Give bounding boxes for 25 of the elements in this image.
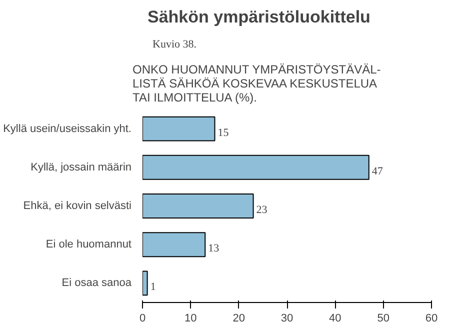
y-tick-label: Ei ole huomannut bbox=[46, 238, 132, 251]
data-label: 47 bbox=[372, 165, 384, 178]
chart-title: Sähkön ympäristöluokittelu bbox=[148, 8, 370, 26]
bar bbox=[142, 154, 370, 180]
y-tick-label: Ei osaa sanoa bbox=[62, 277, 132, 290]
data-label: 15 bbox=[218, 126, 230, 139]
x-tick-label: 30 bbox=[280, 312, 294, 324]
data-label: 13 bbox=[208, 242, 220, 255]
x-tick-label: 40 bbox=[329, 312, 342, 324]
x-tick-label: 0 bbox=[139, 312, 146, 324]
x-tick-label: 20 bbox=[232, 312, 245, 324]
bar bbox=[142, 270, 148, 296]
data-label: 1 bbox=[150, 281, 156, 294]
y-tick-label: Ehkä, ei kovin selvästi bbox=[23, 200, 132, 212]
x-tick-label: 10 bbox=[184, 312, 197, 324]
y-tick-label: Kyllä, jossain määrin bbox=[30, 161, 132, 174]
text: Kuvio 38. bbox=[152, 38, 197, 50]
y-tick-label: Kyllä usein/useissakin yht. bbox=[3, 122, 132, 135]
bar bbox=[142, 116, 216, 142]
x-tick-label: 50 bbox=[377, 312, 390, 324]
x-tick-label: 60 bbox=[425, 312, 438, 324]
chart-subtitle: ONKO HUOMANNUT YMPÄRISTÖYSTÄVÄL- LISTÄ SÄHKÖÄ KOSKEVAA KESKUSTELUA TAI ILMOITTELUA (%). bbox=[132, 62, 381, 104]
data-label: 23 bbox=[256, 204, 268, 216]
bar bbox=[142, 232, 206, 258]
bar bbox=[142, 194, 254, 218]
